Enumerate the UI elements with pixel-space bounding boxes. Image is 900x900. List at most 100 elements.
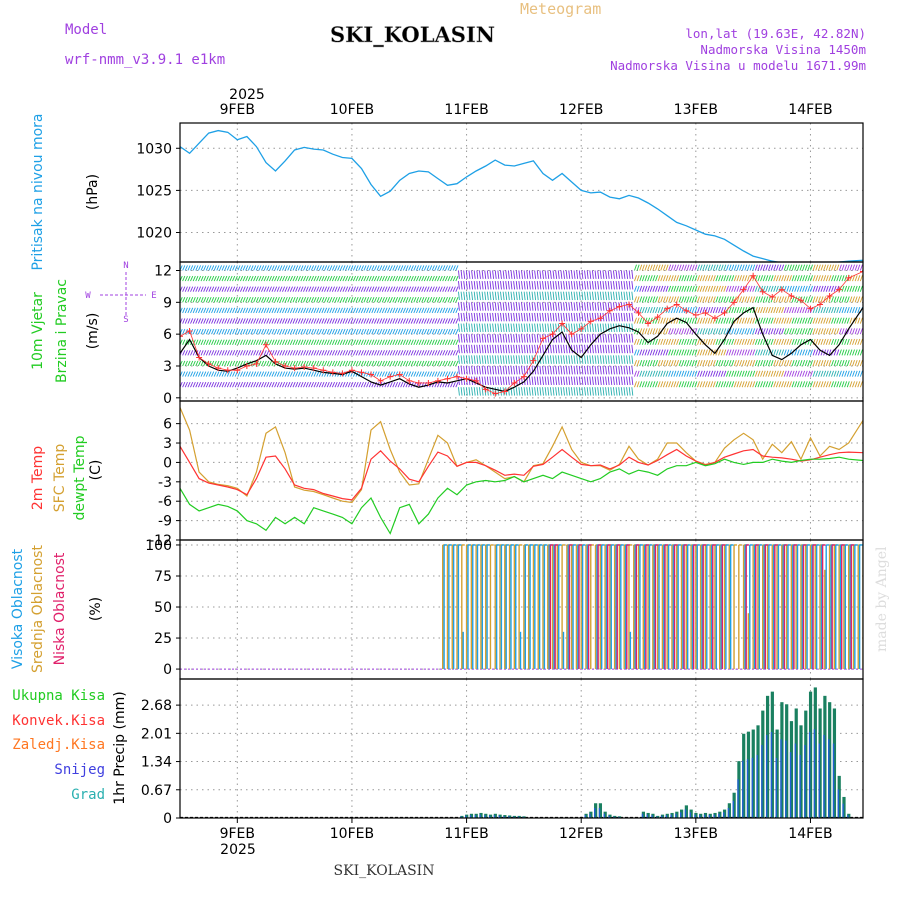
wind-barb bbox=[218, 265, 223, 271]
wind-barb bbox=[326, 297, 330, 303]
y-tick-label: 1030 bbox=[136, 141, 172, 157]
wind-barb bbox=[479, 365, 481, 375]
wind-barb bbox=[381, 350, 385, 356]
wind-barb bbox=[576, 376, 579, 386]
wind-barb bbox=[360, 318, 364, 324]
wind-barb bbox=[376, 286, 380, 292]
wind-barb bbox=[857, 360, 861, 367]
wind-barb bbox=[547, 376, 550, 386]
gust-marker bbox=[759, 288, 766, 295]
wind-barb bbox=[620, 270, 623, 279]
wind-barb bbox=[607, 334, 610, 343]
wind-barb bbox=[528, 312, 531, 322]
wind-barb bbox=[752, 317, 756, 324]
wind-barb bbox=[245, 307, 249, 314]
wind-barb bbox=[363, 307, 367, 314]
wind-barb bbox=[641, 264, 645, 271]
wind-barb bbox=[350, 318, 354, 324]
wind-barb bbox=[376, 307, 380, 314]
snow-bar bbox=[828, 739, 830, 818]
wind-barb bbox=[434, 318, 438, 324]
wind-barb bbox=[557, 302, 560, 311]
wind-barb bbox=[253, 371, 257, 377]
wind-barb bbox=[584, 334, 586, 343]
wind-barb bbox=[736, 360, 740, 367]
wind-barb bbox=[368, 350, 372, 356]
wind-barb bbox=[324, 307, 328, 314]
wind-barb bbox=[271, 265, 275, 271]
wind-barb bbox=[689, 285, 693, 292]
wind-barb bbox=[699, 285, 703, 292]
wind-barb bbox=[184, 371, 188, 377]
wind-barb bbox=[802, 328, 806, 335]
wind-barb bbox=[240, 360, 244, 367]
wind-barb bbox=[379, 339, 383, 345]
wind-barb bbox=[760, 296, 764, 303]
wind-barb bbox=[815, 360, 819, 367]
wind-barb bbox=[484, 334, 487, 343]
wind-barb bbox=[481, 270, 484, 279]
wind-barb bbox=[229, 360, 233, 367]
wind-barb bbox=[602, 312, 605, 322]
wind-barb bbox=[471, 344, 474, 354]
wind-barb bbox=[247, 297, 251, 303]
wind-barb bbox=[494, 312, 497, 322]
wind-barb bbox=[623, 323, 626, 332]
wind-barb bbox=[846, 360, 850, 367]
gust-marker bbox=[860, 268, 863, 275]
wind-barb bbox=[318, 328, 322, 335]
wind-barb bbox=[434, 339, 438, 345]
wind-barb bbox=[662, 370, 666, 377]
wind-barb bbox=[473, 270, 476, 279]
wind-barb bbox=[762, 275, 766, 282]
wind-barb bbox=[794, 306, 798, 314]
wind-barb bbox=[578, 344, 581, 354]
wind-barb bbox=[381, 275, 385, 282]
wind-barb bbox=[531, 376, 534, 386]
wind-barb bbox=[276, 381, 280, 388]
wind-barb bbox=[660, 296, 664, 303]
wind-barb bbox=[699, 349, 703, 356]
wind-barb bbox=[820, 381, 824, 388]
wind-barb bbox=[773, 360, 777, 367]
wind-barb bbox=[447, 297, 451, 303]
wind-barb bbox=[641, 349, 645, 356]
wind-barb bbox=[626, 344, 629, 354]
wind-barb bbox=[599, 281, 602, 290]
wind-barb bbox=[507, 334, 510, 343]
precip-bar bbox=[808, 691, 813, 818]
wind-barb bbox=[802, 317, 806, 324]
wind-barb bbox=[644, 328, 648, 335]
precip-bar bbox=[517, 815, 521, 818]
wind-barb bbox=[725, 317, 729, 324]
wind-barb bbox=[791, 317, 795, 324]
wind-barb bbox=[644, 381, 648, 388]
wind-barb bbox=[437, 318, 441, 324]
wind-barb bbox=[712, 381, 716, 388]
wind-barb bbox=[599, 291, 602, 301]
wind-barb bbox=[536, 376, 539, 386]
wind-barb bbox=[665, 296, 669, 303]
wind-barb bbox=[355, 381, 359, 388]
wind-barb bbox=[536, 365, 539, 375]
wind-barb bbox=[479, 344, 481, 354]
wind-barb bbox=[190, 275, 194, 282]
wind-barb bbox=[402, 275, 406, 282]
wind-barb bbox=[289, 265, 293, 271]
wind-barb bbox=[190, 350, 194, 356]
wind-barb bbox=[615, 365, 618, 375]
wind-barb bbox=[573, 334, 576, 343]
wind-barb bbox=[655, 349, 658, 356]
wind-barb bbox=[773, 317, 777, 324]
wind-barb bbox=[652, 338, 656, 345]
wind-barb bbox=[450, 307, 454, 314]
wind-barb bbox=[815, 275, 819, 282]
wind-barb bbox=[426, 350, 430, 356]
wind-barb bbox=[846, 285, 850, 292]
wind-barb bbox=[623, 291, 626, 301]
wind-barb bbox=[266, 328, 270, 335]
wind-barb bbox=[429, 360, 433, 367]
wind-barb bbox=[190, 265, 194, 271]
wind-barb bbox=[339, 318, 343, 324]
wind-barb bbox=[560, 270, 563, 279]
